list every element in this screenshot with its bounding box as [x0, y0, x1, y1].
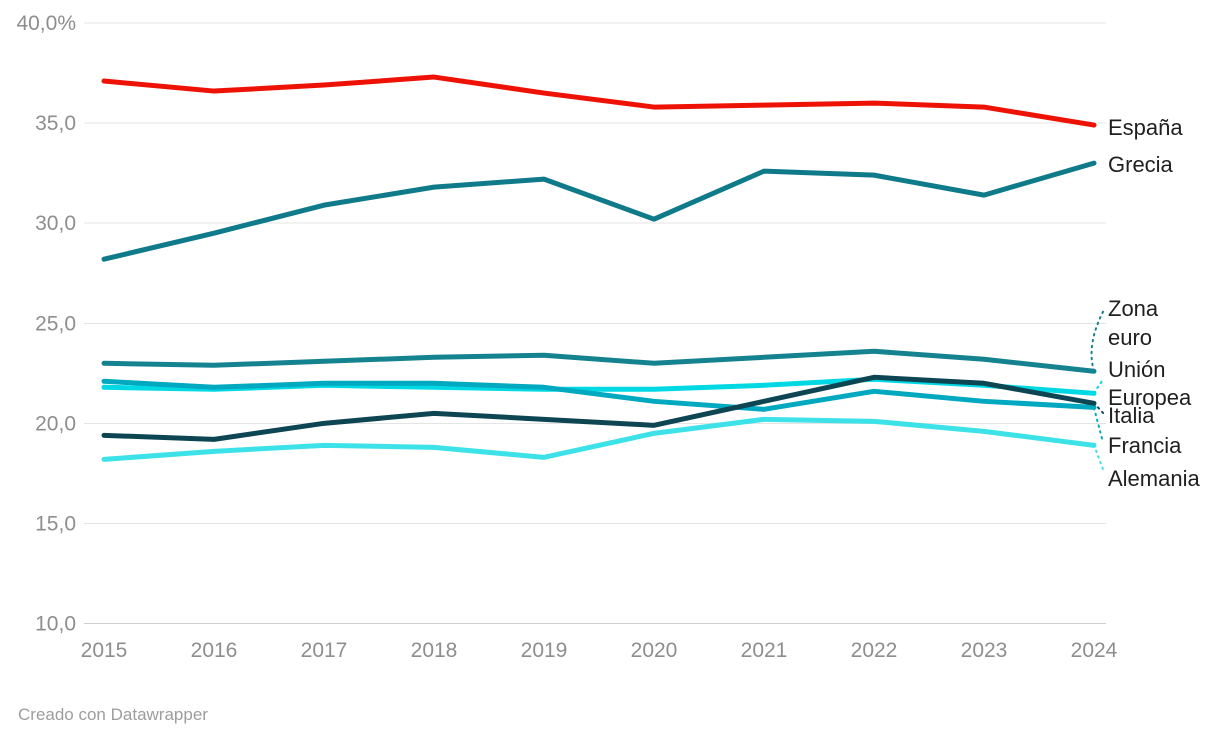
y-tick-label: 35,0: [35, 112, 76, 135]
x-tick-label: 2018: [411, 639, 458, 662]
x-tick-label: 2023: [961, 639, 1008, 662]
y-tick-label: 30,0: [35, 212, 76, 235]
series-line-francia[interactable]: [101, 378, 1097, 412]
series-line-alemania[interactable]: [101, 416, 1097, 462]
label-leader-zona-euro: [1090, 309, 1105, 372]
y-tick-label: 10,0: [35, 613, 76, 636]
series-line-zona-euro[interactable]: [101, 348, 1097, 374]
x-tick-label: 2022: [851, 639, 898, 662]
series-label-francia: Francia: [1108, 433, 1182, 458]
series-label-italia: Italia: [1108, 403, 1155, 428]
series-line-espana[interactable]: [101, 74, 1097, 128]
label-leaders: [1090, 309, 1105, 473]
series-label-espana: España: [1108, 115, 1183, 140]
series-line-grecia[interactable]: [101, 160, 1097, 262]
x-tick-label: 2021: [741, 639, 788, 662]
y-tick-label: 20,0: [35, 412, 76, 435]
label-leader-italia: [1093, 402, 1105, 415]
label-leader-union-europea: [1093, 380, 1103, 394]
y-tick-label: 25,0: [35, 312, 76, 335]
x-tick-label: 2017: [301, 639, 348, 662]
series-label-union-europea: Europea: [1108, 385, 1192, 410]
x-tick-label: 2016: [191, 639, 238, 662]
label-leader-francia: [1093, 407, 1104, 443]
x-tick-label: 2019: [521, 639, 568, 662]
series-lines: [101, 74, 1097, 462]
series-line-italia[interactable]: [101, 374, 1097, 442]
y-tick-label: 40,0%: [16, 12, 76, 35]
y-tick-label: 15,0: [35, 512, 76, 535]
series-label-zona-euro: euro: [1108, 325, 1152, 350]
label-leader-alemania: [1093, 444, 1105, 473]
line-chart: 40,0%35,030,025,020,015,010,0 2015 2016 20…: [16, 12, 1200, 662]
series-label-zona-euro: Zona: [1108, 296, 1159, 321]
x-tick-label: 2015: [81, 639, 128, 662]
gridlines: [84, 22, 1106, 624]
x-tick-label: 2024: [1071, 639, 1118, 662]
datawrapper-credit-link[interactable]: Creado con Datawrapper: [18, 705, 208, 724]
series-label-grecia: Grecia: [1108, 152, 1174, 177]
series-label-union-europea: Unión: [1108, 357, 1165, 382]
series-label-alemania: Alemania: [1108, 466, 1200, 491]
x-tick-label: 2020: [631, 639, 678, 662]
x-axis-labels: 2015 2016 2017 2018 2019 2020 2021 2022 2023 2024: [81, 639, 1118, 662]
y-axis-labels: 40,0% 35,0 30,0 25,0 20,0 15,0 10,0: [16, 12, 76, 636]
